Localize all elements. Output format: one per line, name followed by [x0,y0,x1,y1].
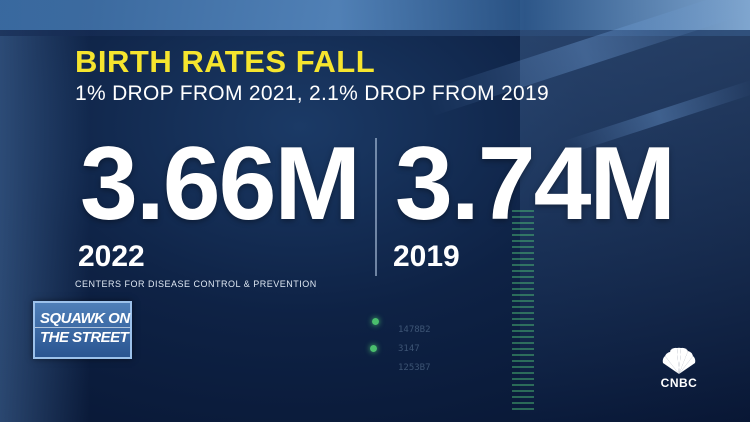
background-top-band [0,0,750,30]
show-logo-line2: THE STREET [40,329,129,346]
background-indicator-dot [370,345,377,352]
network-logo: CNBC [653,346,705,392]
background-equalizer [512,210,534,410]
network-logo-name: CNBC [660,376,698,390]
show-logo-stripe [35,327,130,328]
show-logo: SQUAWK ON THE STREET [33,301,132,359]
background-top-shadow [0,30,750,36]
headline-subtitle: 1% DROP FROM 2021, 2.1% DROP FROM 2019 [75,82,549,105]
background-indicator-dot [372,318,379,325]
peacock-icon [662,347,696,374]
stat-year-2019: 2019 [393,240,460,273]
stat-value-2019: 3.74M [395,126,676,242]
show-logo-line1: SQUAWK ON [40,310,130,327]
background-screen-text: 1478B2 [398,325,431,335]
stat-value-2022: 3.66M [80,126,361,242]
background-panel [520,0,750,422]
headline-title: BIRTH RATES FALL [75,44,376,79]
background-screen-text: 1253B7 [398,363,431,373]
background-screen-text: 3147 [398,344,420,354]
source-credit: CENTERS FOR DISEASE CONTROL & PREVENTION [75,279,317,289]
stat-divider [375,138,377,276]
stat-year-2022: 2022 [78,240,145,273]
